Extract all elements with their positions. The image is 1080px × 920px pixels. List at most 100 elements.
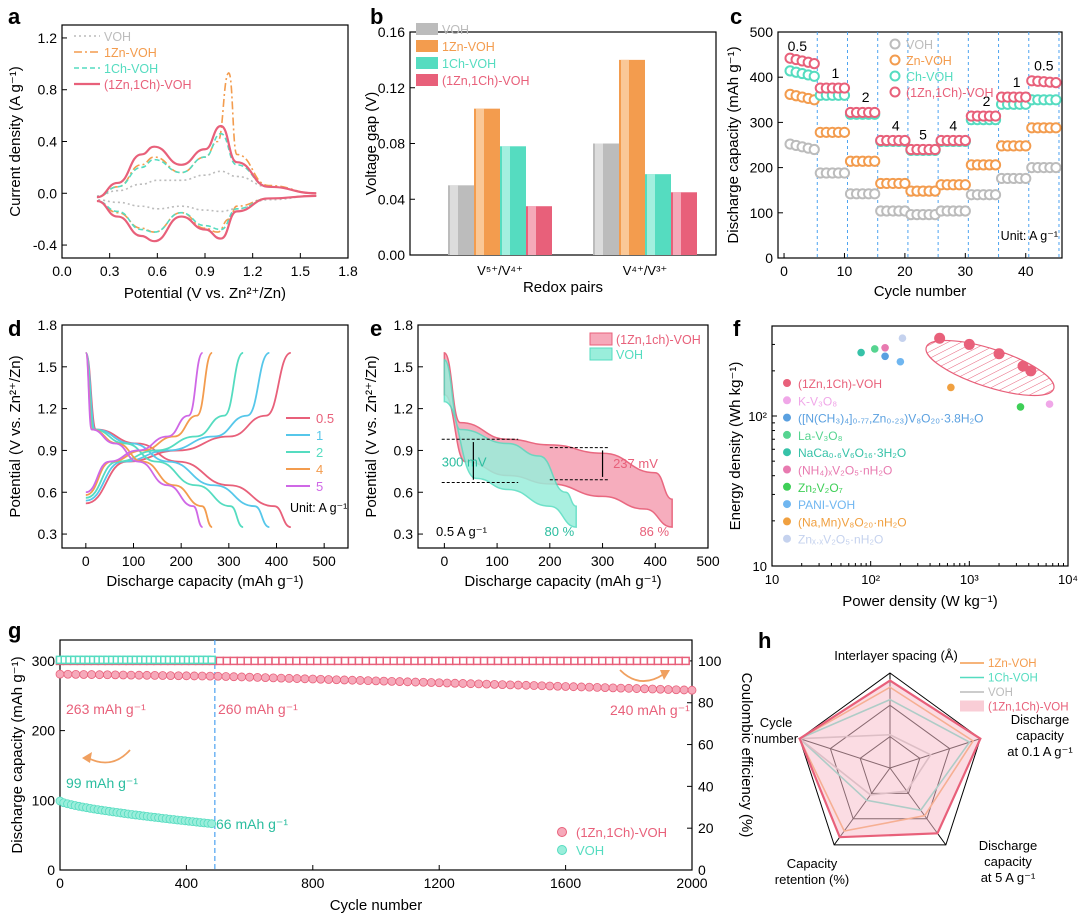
g-ce-point	[403, 656, 412, 666]
g-capacity-point	[434, 678, 444, 688]
g-capacity-point	[371, 676, 381, 686]
g-capacity-point	[339, 675, 349, 685]
d-legend-label: 2	[316, 445, 323, 460]
panel-b: 0.00 0.04 0.08 0.12 0.16 Voltage gap (V) Redox…	[363, 23, 717, 296]
g-capacity-point	[403, 677, 413, 687]
d-xtick-label: 200	[169, 553, 193, 569]
g-ce-point	[521, 656, 531, 666]
panel-letter-f: f	[733, 316, 741, 341]
c-point	[869, 188, 881, 200]
b-category-label: V⁵⁺/V⁴⁺	[477, 263, 523, 278]
h-axis-label: Cycle	[760, 715, 793, 730]
g-ytick-label: 200	[32, 723, 56, 739]
g-ce-point	[389, 656, 398, 666]
g-ce-point	[431, 656, 440, 666]
g-capacity-point	[166, 671, 176, 681]
g-ce-point	[347, 656, 357, 666]
g-capacity-point	[497, 680, 507, 690]
c-legend-label: Zn-VOH	[906, 54, 952, 68]
e-xtick-label: 400	[644, 553, 668, 569]
f-point	[1016, 403, 1025, 411]
h-axis-label: retention (%)	[775, 872, 849, 887]
d-charge-curve	[85, 351, 270, 502]
g-capacity-point	[324, 675, 334, 684]
g-ce-point	[667, 656, 677, 666]
f-legend-label: (1Zn,1Ch)-VOH	[798, 377, 882, 391]
c-legend-marker	[889, 38, 901, 50]
h-legend-label: (1Zn,1Ch)-VOH	[988, 702, 1069, 714]
c-rate-label: 5	[919, 127, 927, 143]
g-capacity-point	[71, 669, 81, 679]
a-curve-upper-0	[96, 170, 317, 197]
a-xtick-label: 0.3	[100, 263, 120, 279]
f-ytick-label: 10	[753, 559, 767, 574]
f-point	[881, 343, 889, 352]
f-legend-label: K-V₃O₈	[798, 394, 837, 408]
h-axis-label: Discharge	[979, 838, 1038, 853]
d-frame	[61, 324, 349, 549]
a-ytick-label: 0.8	[38, 82, 58, 98]
g-ce-point	[319, 656, 329, 666]
e-legend-label: (1Zn,1ch)-VOH	[616, 333, 701, 347]
c-rate-label: 1	[1013, 74, 1021, 90]
f-point	[993, 348, 1005, 360]
g-capacity-point	[474, 679, 484, 689]
c-point	[1050, 94, 1062, 106]
g-ce-point	[556, 656, 565, 666]
g-capacity-point	[158, 671, 168, 680]
g-capacity-point	[616, 683, 626, 693]
g-capacity-point	[387, 676, 397, 686]
h-legend-label: 1Ch-VOH	[988, 673, 1038, 685]
c-xtick-label: 0	[780, 263, 788, 279]
g-label: 99 mAh g⁻¹	[66, 775, 138, 791]
g-ce-point	[535, 656, 544, 666]
c-point	[1050, 77, 1062, 89]
g-capacity-point	[687, 685, 697, 695]
g-xtick-label: 400	[175, 875, 199, 891]
g-ce-point	[285, 656, 294, 666]
g-capacity-point	[189, 671, 199, 681]
g-capacity-point	[205, 671, 215, 681]
g-ce-point	[528, 656, 537, 666]
c-point	[899, 134, 911, 147]
f-legend-marker	[783, 500, 791, 509]
g-ce-point	[660, 656, 670, 666]
c-rate-label: 4	[892, 118, 900, 134]
g-capacity-point	[245, 672, 255, 682]
c-point	[808, 70, 820, 82]
c-ytick-label: 500	[750, 24, 774, 40]
e-area-voh	[443, 359, 577, 528]
c-legend-marker	[889, 86, 901, 98]
c-point	[1020, 172, 1032, 185]
g-legend-marker	[557, 845, 567, 855]
f-point	[1045, 400, 1054, 408]
f-frame	[771, 325, 1069, 567]
f-legend-marker	[783, 396, 791, 405]
g-capacity-point	[308, 674, 318, 684]
g-capacity-point	[87, 670, 96, 679]
g-ce-point	[611, 656, 621, 666]
g-capacity-point	[363, 676, 373, 686]
h-legend-label: 1Zn-VOH	[988, 658, 1037, 670]
e-legend-swatch	[589, 347, 613, 361]
g-capacity-point	[221, 672, 231, 681]
g-ce-point	[306, 656, 315, 666]
e-ylabel: Potential (V vs. Zn²⁺/Zn)	[363, 355, 380, 517]
d-ytick-label: 1.5	[38, 359, 58, 375]
b-legend-label: 1Zn-VOH	[442, 40, 495, 54]
g-xtick-label: 0	[56, 875, 64, 891]
g-capacity-point	[174, 671, 183, 681]
g-capacity-point	[600, 683, 610, 693]
g-ce-point	[215, 656, 225, 666]
panel-d: 0 100 200 300 400 500 0.3 0.6 0.9 1.2 1.5 1.8 Discha…	[7, 317, 349, 590]
c-rate-label: 2	[983, 93, 991, 109]
b-ytick-label: 0.00	[378, 247, 405, 263]
g-capacity-point	[395, 677, 405, 686]
g-capacity-point	[577, 682, 586, 692]
g-ce-point	[445, 656, 454, 666]
c-rate-label: 0.5	[1034, 57, 1054, 73]
g-capacity-point	[624, 683, 634, 693]
g2-ytick-label: 60	[698, 737, 714, 753]
b-xlabel: Redox pairs	[523, 279, 603, 296]
d-ytick-label: 0.3	[38, 526, 58, 542]
